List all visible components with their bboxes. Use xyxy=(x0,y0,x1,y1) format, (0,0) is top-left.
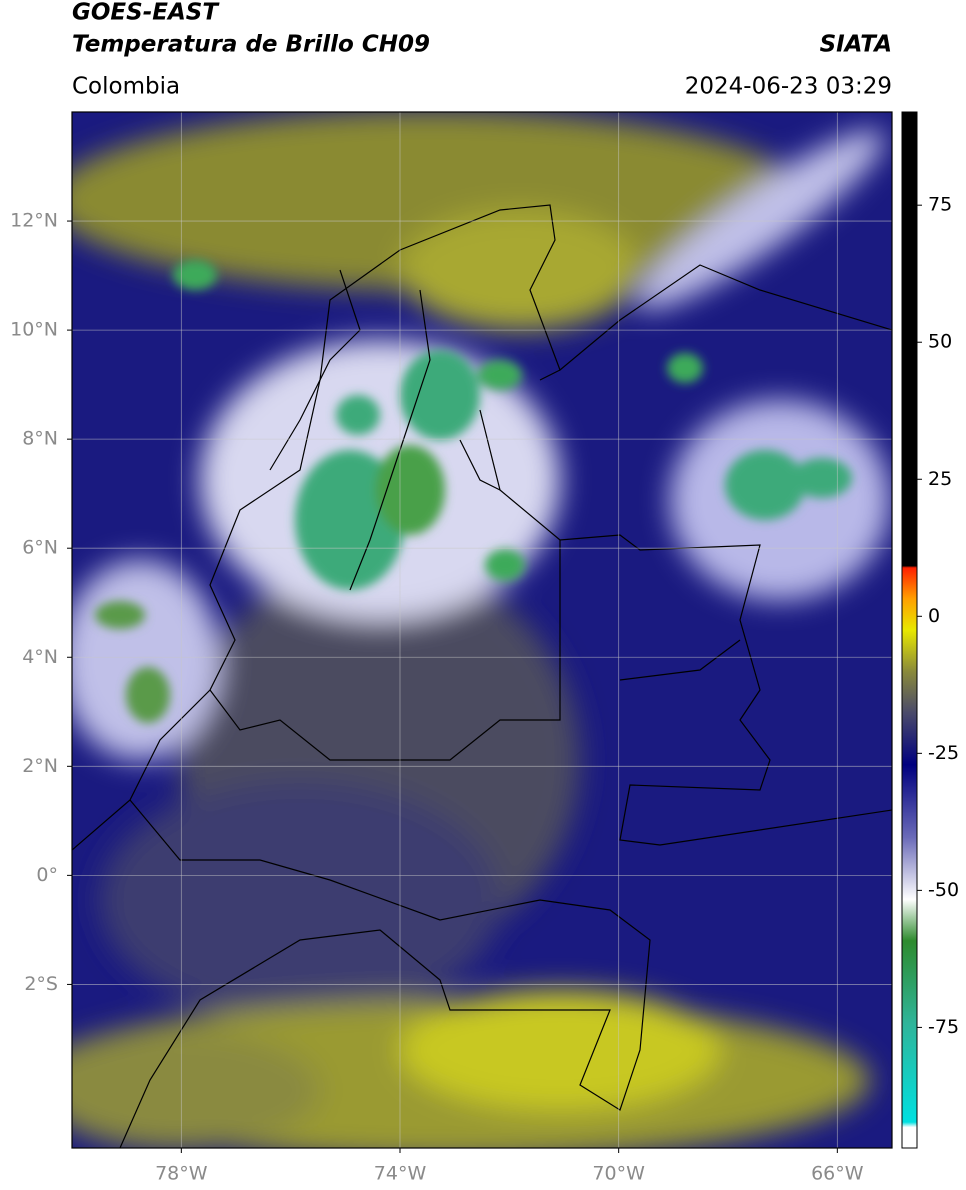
lat-tick-label: 2°S xyxy=(24,973,58,995)
lon-tick-label: 66°W xyxy=(811,1163,864,1185)
lon-tick-label: 70°W xyxy=(592,1163,645,1185)
border xyxy=(119,799,651,1148)
colorbar-tick-label: -50 xyxy=(928,879,959,901)
agency: SIATA xyxy=(820,32,892,58)
coastline xyxy=(72,204,892,851)
colorbar-tick-label: 75 xyxy=(928,194,952,216)
graticule xyxy=(72,112,892,1148)
satellite-image xyxy=(72,112,892,1148)
colorbar-tick-label: 0 xyxy=(928,605,940,627)
lat-tick-label: 10°N xyxy=(10,319,58,341)
lat-tick-label: 8°N xyxy=(22,428,58,450)
border xyxy=(209,540,561,761)
satellite-title: GOES-EAST xyxy=(72,0,220,26)
colorbar-tick-label: -25 xyxy=(928,742,959,764)
lat-tick-label: 12°N xyxy=(10,210,58,232)
product-title: Temperatura de Brillo CH09 xyxy=(72,32,430,58)
map-frame xyxy=(71,111,893,1149)
region: Colombia xyxy=(72,74,180,100)
lon-tick-label: 78°W xyxy=(155,1163,208,1185)
colorbar-tick-label: -75 xyxy=(928,1016,959,1038)
lat-tick-label: 0° xyxy=(36,864,58,886)
lat-tick-label: 4°N xyxy=(22,646,58,668)
lon-tick-label: 74°W xyxy=(374,1163,427,1185)
datetime: 2024-06-23 03:29 xyxy=(685,74,892,100)
border xyxy=(479,409,892,846)
lat-tick-label: 6°N xyxy=(22,537,58,559)
colorbar xyxy=(901,111,918,1149)
lat-tick-label: 2°N xyxy=(22,755,58,777)
colorbar-tick-label: 50 xyxy=(928,331,952,353)
colorbar-tick-label: 25 xyxy=(928,468,952,490)
